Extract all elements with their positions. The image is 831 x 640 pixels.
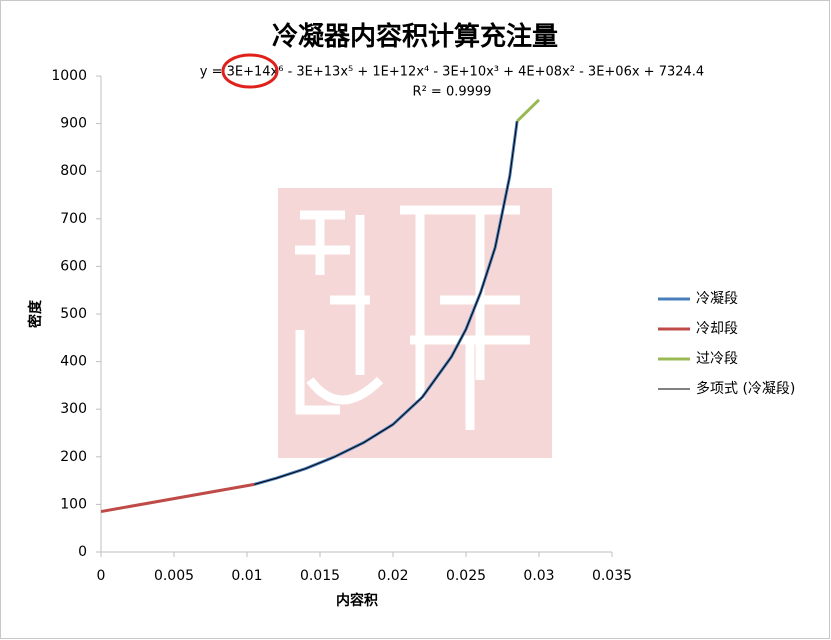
legend-label: 冷凝段 — [696, 291, 738, 307]
r-squared: R² = 0.9999 — [413, 85, 492, 100]
x-tick-label: 0.02 — [377, 568, 408, 584]
legend-label: 冷却段 — [696, 321, 738, 337]
series-line — [516, 98, 541, 123]
series-line — [100, 482, 255, 514]
x-tick-label: 0.03 — [523, 568, 554, 584]
legend-label: 多项式 (冷凝段) — [696, 380, 795, 397]
y-tick-label: 400 — [60, 354, 87, 370]
x-tick-label: 0.015 — [300, 568, 340, 584]
x-tick-label: 0.035 — [592, 568, 632, 584]
x-tick-label: 0 — [97, 568, 106, 584]
y-tick-label: 300 — [60, 401, 87, 417]
y-axis-title: 密度 — [27, 299, 44, 329]
y-tick-label: 800 — [60, 163, 87, 179]
legend-label: 过冷段 — [696, 351, 738, 367]
trendline-equation: y = 3E+14x⁶ - 3E+13x⁵ + 1E+12x⁴ - 3E+10x… — [200, 65, 704, 80]
x-tick-label: 0.01 — [231, 568, 262, 584]
y-tick-label: 700 — [60, 211, 87, 227]
y-tick-label: 600 — [60, 258, 87, 274]
highlight-circle — [221, 53, 279, 89]
y-tick-label: 900 — [60, 116, 87, 132]
y-tick-label: 0 — [78, 544, 87, 560]
watermark-seal — [278, 188, 552, 458]
y-tick-label: 100 — [60, 496, 87, 512]
x-tick-label: 0.005 — [154, 568, 194, 584]
y-tick-label: 200 — [60, 449, 87, 465]
chart-title: 冷凝器内容积计算充注量 — [272, 21, 558, 52]
x-axis-title: 内容积 — [336, 592, 378, 609]
y-tick-label: 500 — [60, 306, 87, 322]
y-tick-label: 1000 — [51, 68, 87, 84]
series-line — [254, 121, 518, 485]
x-tick-label: 0.025 — [446, 568, 486, 584]
